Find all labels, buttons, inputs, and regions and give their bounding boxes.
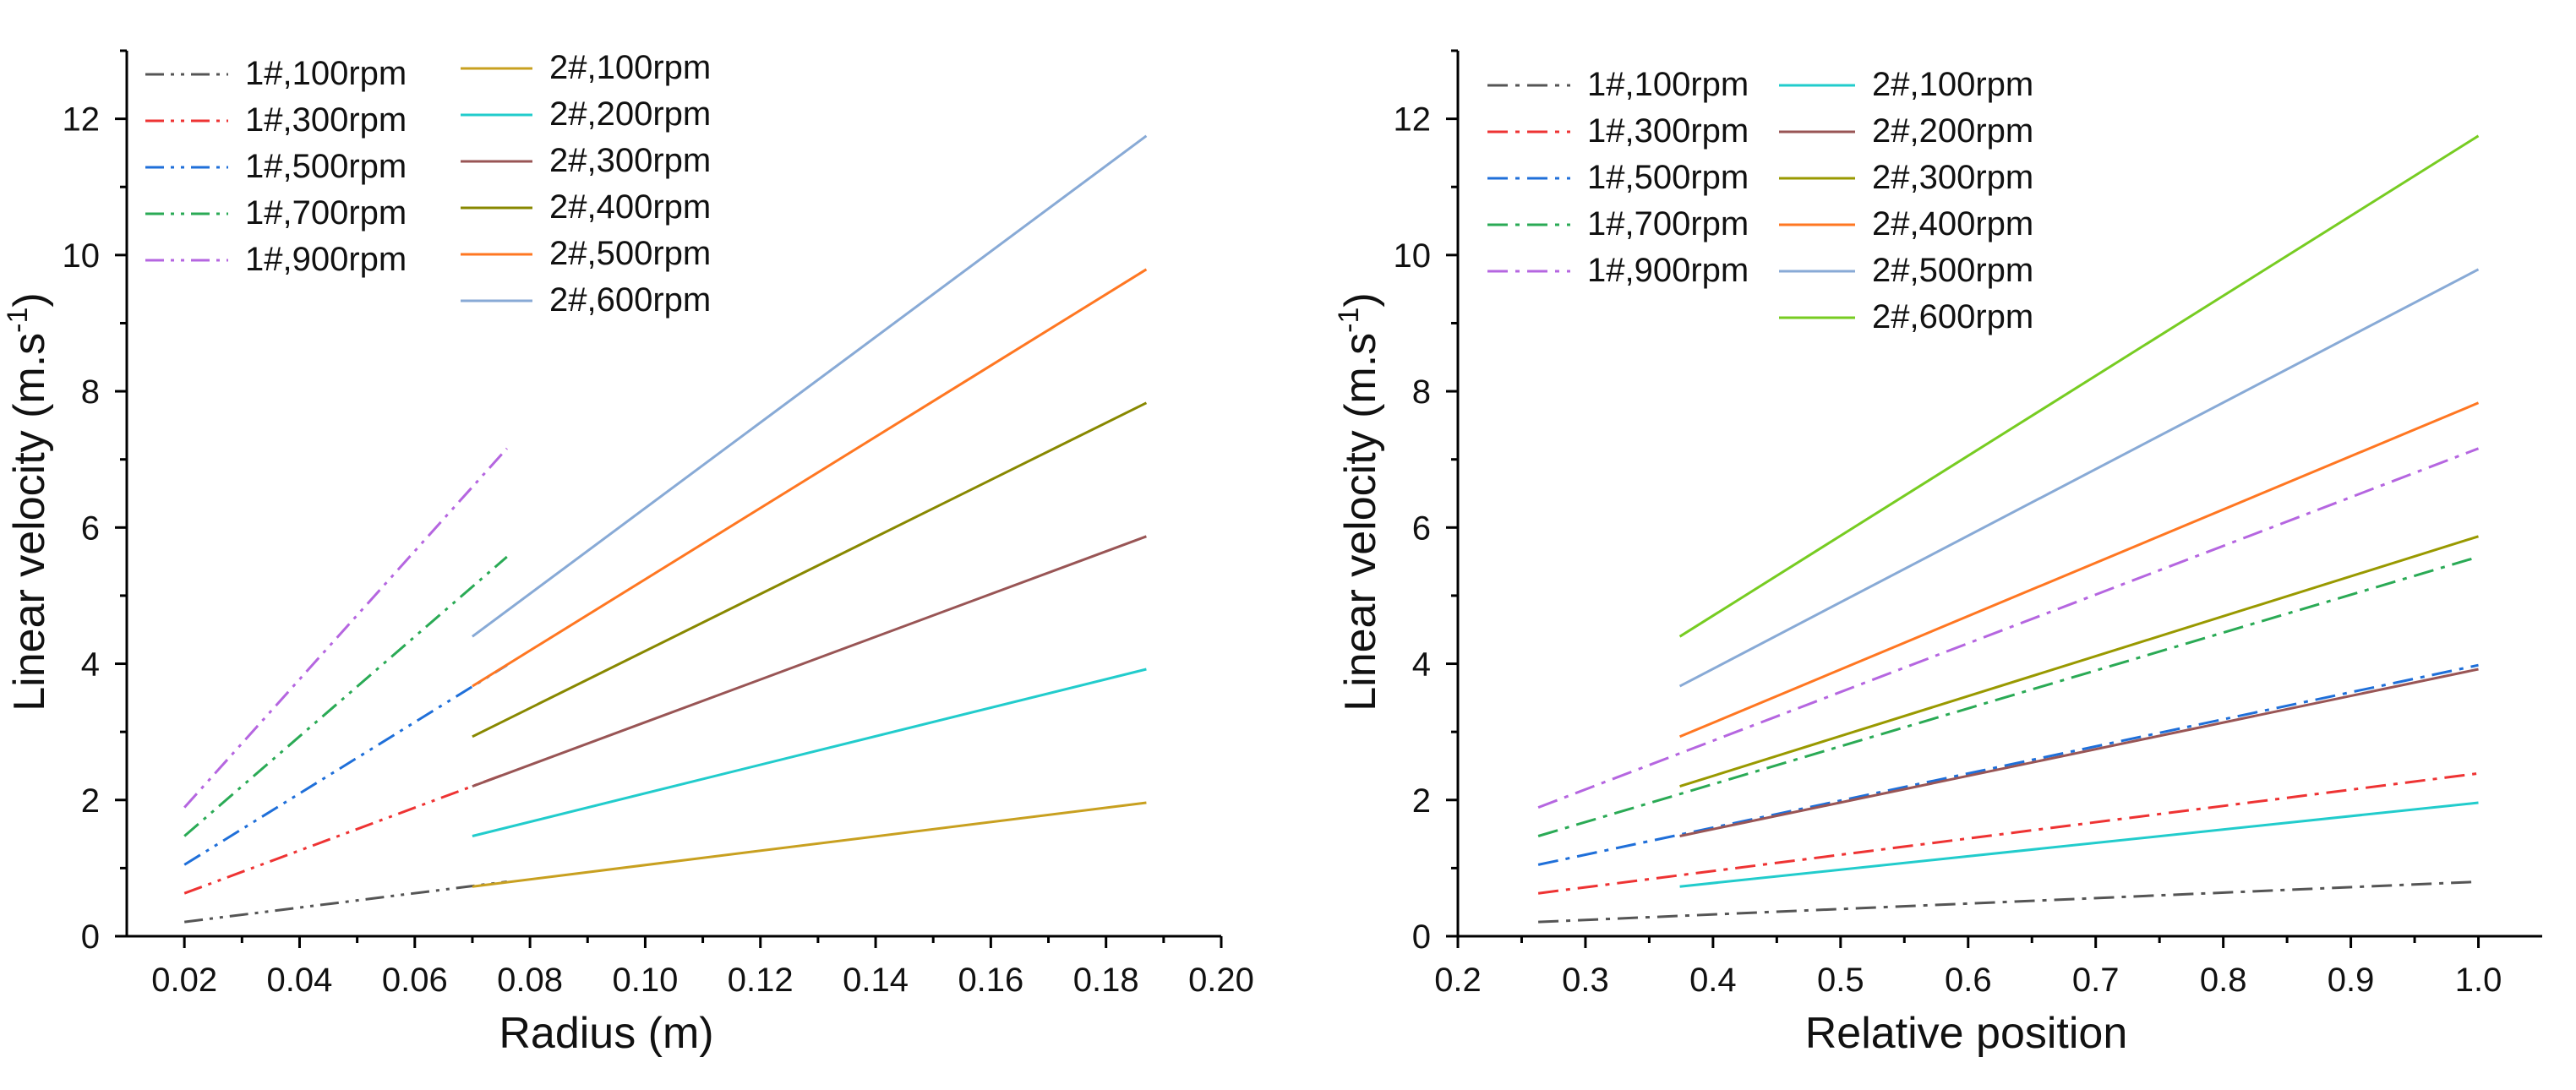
series-line-1#,100rpm [184,880,507,924]
legend-label: 1#,900rpm [1587,252,1749,289]
series-line-2#,600rpm [1678,134,2480,638]
x-tick-label: 0.10 [612,962,678,999]
x-tick-label: 0.14 [843,962,909,999]
series-line-1#,500rpm [1537,663,2479,866]
y-axis-title: Linear velocity (m.s-1) [2,292,54,711]
y-tick-label: 10 [63,237,101,275]
legend-label: 1#,500rpm [1587,159,1749,196]
y-tick-label: 2 [81,782,100,820]
x-tick-label: 0.18 [1073,962,1139,999]
series-line-2#,300rpm [472,535,1147,788]
y-tick-label: 8 [81,373,100,411]
legend-label: 2#,200rpm [549,95,711,133]
legend-label: 2#,400rpm [549,188,711,226]
y-axis-title-superscript: -1 [2,308,34,333]
y-axis-title-end: ) [1336,292,1385,307]
series-line-1#,300rpm [183,771,508,895]
y-axis-title-main: Linear velocity (m.s [1336,333,1385,711]
legend-label: 2#,600rpm [549,281,711,319]
legend-label: 1#,300rpm [245,101,407,139]
series-line-2#,600rpm [472,134,1148,638]
x-tick-label: 0.12 [728,962,794,999]
series-line-1#,900rpm [1537,447,2480,809]
y-tick-label: 0 [1412,918,1431,956]
y-tick-label: 10 [1394,237,1432,275]
x-tick-label: 0.3 [1562,962,1609,999]
series-line-2#,200rpm [472,668,1147,837]
y-axis-title-superscript: -1 [1333,308,1365,333]
x-tick-label: 0.9 [2328,962,2375,999]
x-tick-label: 0.02 [151,962,217,999]
legend-label: 2#,300rpm [549,142,711,179]
series-line-2#,500rpm [1678,268,2480,688]
series-line-2#,100rpm [472,801,1147,888]
legend-label: 2#,100rpm [1872,66,2033,103]
series-line-2#,400rpm [472,401,1148,738]
series-line-1#,700rpm [183,555,508,837]
series-line-1#,900rpm [183,447,508,809]
x-tick-label: 0.4 [1689,962,1737,999]
series-line-1#,100rpm [1538,880,2479,924]
x-tick-label: 0.2 [1434,962,1482,999]
y-axis-title: Linear velocity (m.s-1) [1333,292,1385,711]
legend: 1#,100rpm 1#,300rpm 1#,500rpm 1#,700rpm 1#,9… [145,49,711,319]
x-axis-title: Relative position [1805,1009,2128,1058]
y-tick-label: 12 [1394,101,1432,139]
series-line-2#,200rpm [1679,668,2479,837]
x-tick-label: 0.7 [2072,962,2120,999]
x-tick-label: 0.8 [2200,962,2247,999]
y-tick-label: 12 [63,101,101,139]
legend-label: 1#,100rpm [245,55,407,92]
y-tick-label: 4 [1412,646,1431,684]
y-axis-title-end: ) [5,292,54,307]
legend-label: 2#,600rpm [1872,298,2033,335]
x-tick-label: 0.5 [1817,962,1864,999]
y-axis-title-main: Linear velocity (m.s [5,333,54,711]
legend-label: 1#,700rpm [245,194,407,232]
legend-label: 1#,300rpm [1587,112,1749,150]
legend-label: 1#,100rpm [1587,66,1749,103]
legend-label: 2#,300rpm [1872,159,2033,196]
y-tick-label: 8 [1412,373,1431,411]
y-tick-label: 0 [81,918,100,956]
y-tick-label: 6 [1412,510,1431,547]
chart-panel-1: 0.02 0.04 0.06 0.08 0.10 0.12 0.14 0.16 0.18 0.20… [2,49,1254,1058]
series-line-2#,500rpm [472,268,1148,688]
x-tick-label: 0.16 [958,962,1023,999]
series-line-2#,100rpm [1679,801,2479,888]
legend: 1#,100rpm 1#,300rpm 1#,500rpm 1#,700rpm 1#,9… [1487,66,2033,335]
series-line-2#,400rpm [1679,401,2480,738]
x-tick-label: 0.06 [382,962,448,999]
x-tick-label: 1.0 [2455,962,2502,999]
series-line-1#,700rpm [1537,555,2479,837]
x-tick-label: 0.08 [497,962,563,999]
series-line-1#,500rpm [183,663,508,866]
x-tick-label: 0.20 [1188,962,1254,999]
legend-label: 2#,500rpm [1872,252,2033,289]
legend-label: 1#,700rpm [1587,205,1749,243]
y-tick-label: 6 [81,510,100,547]
legend-label: 2#,400rpm [1872,205,2033,243]
legend-label: 2#,100rpm [549,49,711,86]
legend-label: 2#,500rpm [549,235,711,272]
legend-label: 2#,200rpm [1872,112,2033,150]
y-tick-label: 4 [81,646,100,684]
legend-label: 1#,900rpm [245,241,407,278]
series-line-1#,300rpm [1537,771,2479,895]
chart-panel-2: 0.2 0.3 0.4 0.5 0.6 0.7 0.8 0.9 1.0 0 2 4 6 8 10 12 Rela… [1333,49,2542,1058]
series-line-2#,300rpm [1679,535,2479,788]
y-tick-label: 2 [1412,782,1431,820]
x-tick-label: 0.6 [1945,962,1992,999]
x-axis-title: Radius (m) [499,1009,713,1058]
legend-label: 1#,500rpm [245,148,407,185]
x-tick-label: 0.04 [267,962,333,999]
